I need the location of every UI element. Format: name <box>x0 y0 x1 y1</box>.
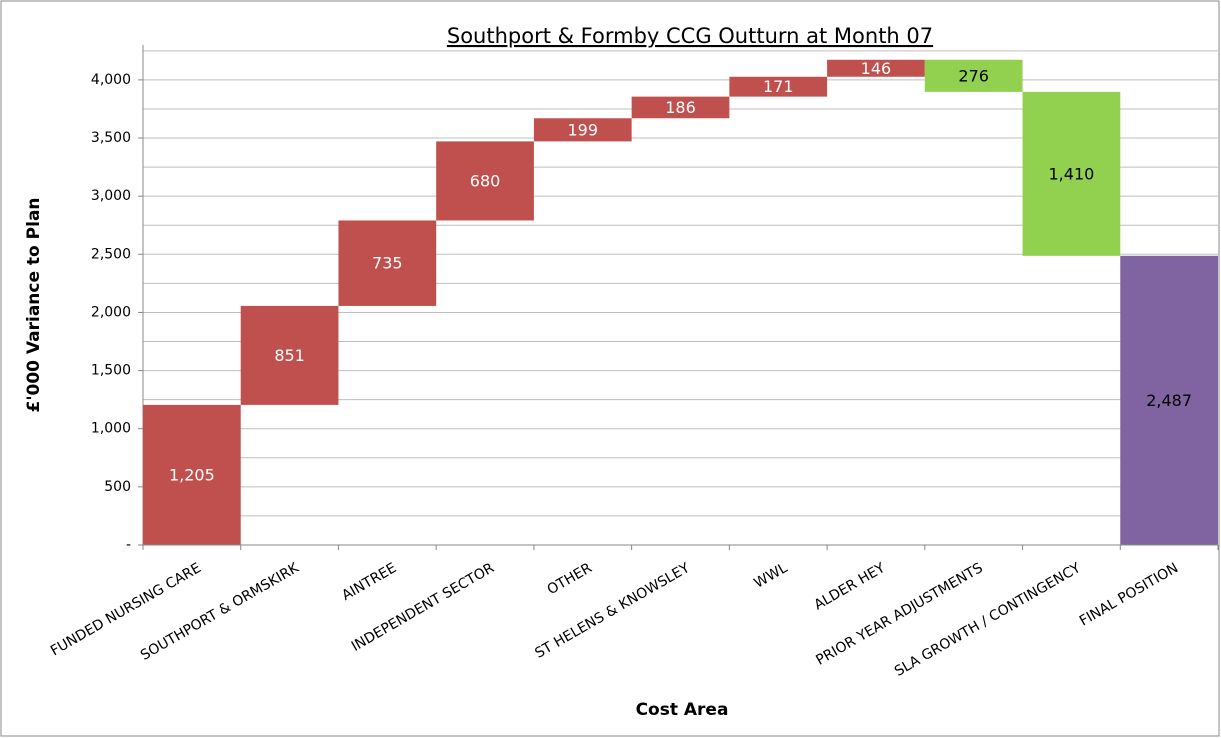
y-tick-label: 3,500 <box>91 130 131 146</box>
value-label: 2,487 <box>1146 391 1192 410</box>
y-tick-label: 2,500 <box>91 246 131 262</box>
y-tick-label: 2,000 <box>91 304 131 320</box>
bar <box>729 76 828 97</box>
bar <box>1022 91 1121 256</box>
bar <box>436 141 534 221</box>
bar <box>143 404 241 545</box>
bar <box>924 59 1023 92</box>
value-label: 851 <box>274 346 305 365</box>
bar <box>240 305 339 405</box>
value-label: 146 <box>861 59 892 78</box>
bar <box>1120 255 1218 545</box>
value-label: 1,205 <box>169 465 215 484</box>
y-tick-label: 500 <box>104 479 131 495</box>
value-label: 171 <box>763 77 794 96</box>
y-axis-title: £'000 Variance to Plan <box>24 197 44 412</box>
chart-title: Southport & Formby CCG Outturn at Month … <box>447 24 933 48</box>
value-label: 186 <box>665 98 696 117</box>
y-tick-label: 1,500 <box>91 363 131 379</box>
y-tick-label: 3,000 <box>91 188 131 204</box>
value-label: 1,410 <box>1049 164 1095 183</box>
y-tick-label: 1,000 <box>91 421 131 437</box>
y-tick-label: 4,000 <box>91 72 131 88</box>
bar <box>338 220 437 306</box>
bar <box>533 118 632 142</box>
bar <box>827 59 925 77</box>
y-tick-label: - <box>126 537 131 553</box>
bar <box>631 96 730 119</box>
value-label: 735 <box>372 254 403 273</box>
value-label: 276 <box>958 66 989 85</box>
x-axis-title: Cost Area <box>636 700 729 720</box>
value-label: 199 <box>567 120 598 139</box>
value-label: 680 <box>470 171 501 190</box>
